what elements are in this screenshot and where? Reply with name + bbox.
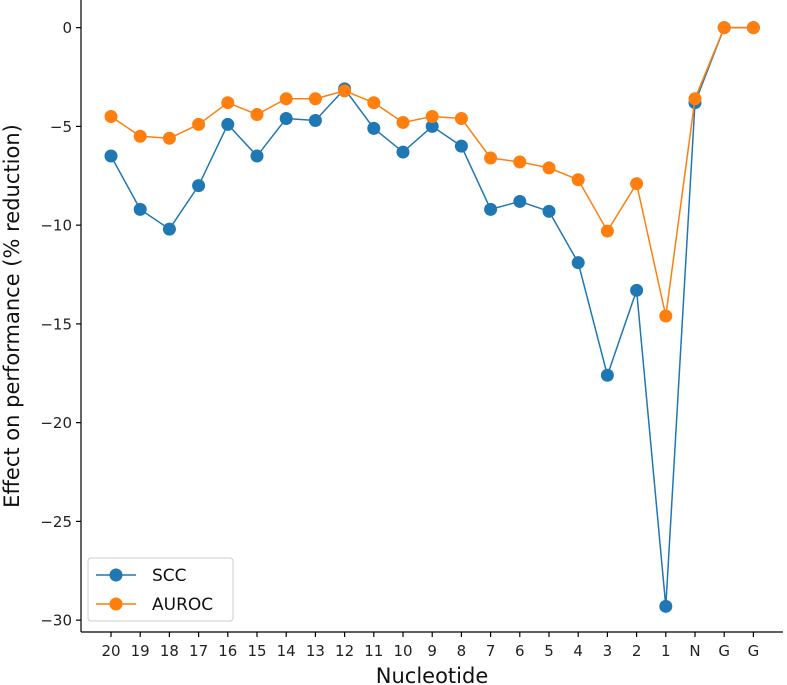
- data-point: [192, 117, 206, 131]
- y-tick-label: −15: [40, 315, 72, 333]
- data-point: [221, 96, 235, 110]
- data-point: [162, 222, 176, 236]
- x-tick-label: 15: [247, 642, 266, 660]
- data-point: [279, 112, 293, 125]
- legend-item-scc: SCC: [96, 566, 187, 586]
- data-point: [571, 173, 585, 187]
- x-tick-label: 5: [544, 642, 554, 660]
- data-point: [484, 202, 498, 216]
- data-point: [717, 21, 731, 35]
- x-tick-label: 8: [457, 642, 467, 660]
- data-point: [513, 155, 527, 169]
- data-point: [308, 113, 322, 127]
- data-point: [308, 92, 322, 106]
- x-tick-label: 20: [101, 642, 120, 660]
- data-point: [600, 368, 614, 382]
- data-point: [659, 599, 673, 613]
- data-point: [367, 96, 381, 110]
- x-tick-label: 3: [603, 642, 613, 660]
- data-point: [250, 149, 264, 163]
- x-tick-label: 16: [218, 642, 237, 660]
- data-point: [542, 161, 556, 175]
- data-point: [104, 149, 118, 163]
- legend-label: SCC: [152, 566, 187, 586]
- x-tick-label: G: [748, 642, 760, 660]
- data-point: [542, 204, 556, 218]
- x-tick-label: N: [689, 642, 700, 660]
- data-point: [396, 145, 410, 159]
- y-axis-ticks: 0 −5 −10 −15 −20 −25 −30: [40, 19, 81, 630]
- data-point: [513, 194, 527, 208]
- y-tick-label: −20: [40, 414, 72, 432]
- x-axis-title: Nucleotide: [376, 664, 489, 685]
- data-point: [630, 283, 644, 297]
- legend-marker: [109, 568, 123, 582]
- data-point: [104, 110, 118, 124]
- x-tick-label: 14: [277, 642, 296, 660]
- data-point: [162, 131, 176, 145]
- legend: SCC AUROC: [87, 557, 234, 622]
- legend-frame: [87, 557, 234, 622]
- x-tick-label: 19: [131, 642, 150, 660]
- y-tick-label: −5: [50, 118, 72, 136]
- x-tick-label: 11: [364, 642, 383, 660]
- x-tick-label: 7: [486, 642, 496, 660]
- y-tick-label: 0: [62, 19, 72, 37]
- legend-marker: [109, 597, 123, 611]
- x-tick-label: 12: [335, 642, 354, 660]
- data-point: [425, 110, 439, 124]
- data-point: [396, 115, 410, 129]
- x-tick-label: 6: [515, 642, 525, 660]
- legend-label: AUROC: [152, 595, 213, 615]
- x-axis-ticks: 20 19 18 17 16 15 14 13 12 11 10 9 8 7 6 5 4 3 2 1 N G G: [101, 632, 759, 660]
- data-point: [454, 139, 468, 153]
- series: [104, 21, 760, 613]
- x-tick-label: G: [718, 642, 730, 660]
- data-point: [133, 129, 147, 143]
- legend-items: SCC AUROC: [96, 566, 213, 615]
- x-tick-label: 1: [661, 642, 671, 660]
- series-line: [110, 26, 754, 317]
- data-point: [279, 92, 293, 106]
- x-tick-label: 18: [160, 642, 179, 660]
- data-point: [338, 84, 352, 98]
- data-point: [630, 177, 644, 191]
- data-point: [454, 112, 468, 125]
- data-point: [688, 92, 702, 106]
- data-point: [192, 179, 206, 193]
- data-point: [221, 117, 235, 131]
- x-tick-label: 4: [573, 642, 583, 660]
- series-auroc: [104, 21, 760, 323]
- x-tick-label: 13: [306, 642, 325, 660]
- data-point: [133, 202, 147, 216]
- data-point: [659, 309, 673, 323]
- x-tick-label: 10: [393, 642, 412, 660]
- data-point: [367, 121, 381, 135]
- data-point: [250, 108, 264, 122]
- y-axis-title: Effect on performance (% reduction): [0, 124, 24, 508]
- data-point: [484, 151, 498, 165]
- y-tick-label: −25: [40, 513, 72, 531]
- legend-item-auroc: AUROC: [96, 595, 213, 615]
- x-tick-label: 2: [632, 642, 642, 660]
- data-point: [746, 21, 760, 35]
- x-tick-label: 17: [189, 642, 208, 660]
- y-tick-label: −30: [40, 612, 72, 630]
- data-point: [425, 119, 439, 133]
- axes: [80, 0, 783, 633]
- x-tick-label: 9: [427, 642, 437, 660]
- data-point: [600, 224, 614, 238]
- y-tick-label: −10: [40, 217, 72, 235]
- data-point: [571, 256, 585, 270]
